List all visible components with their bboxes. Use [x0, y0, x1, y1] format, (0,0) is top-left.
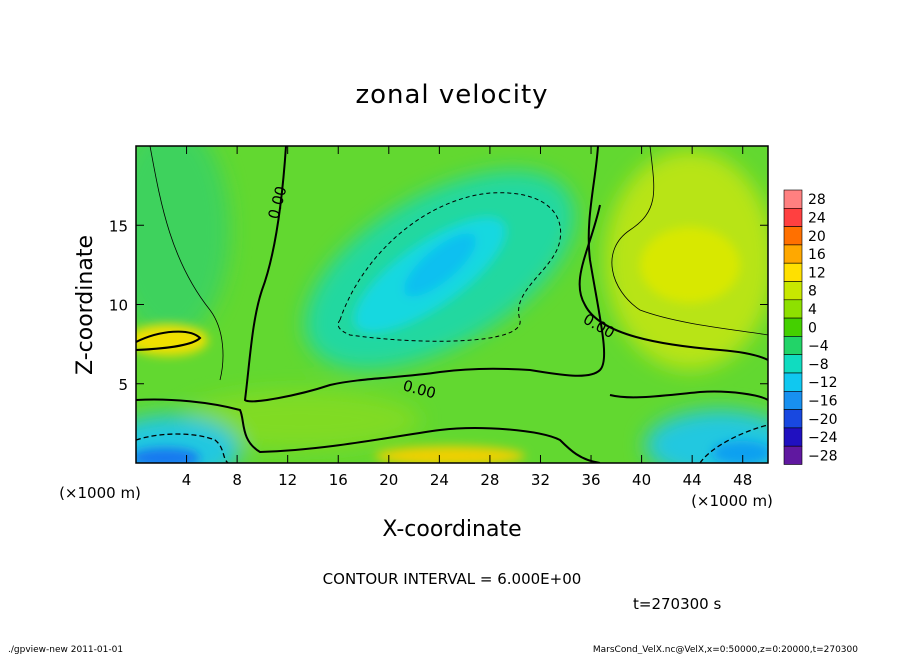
plot-area: 0.00 0.00 0.00: [136, 146, 768, 463]
colorbar-swatch-1: [783, 208, 803, 227]
x-tick-label: 16: [329, 471, 348, 489]
colorbar-label: 4: [808, 302, 817, 318]
x-tick-label: 12: [278, 471, 297, 489]
y-axis-label: Z-coordinate: [73, 235, 98, 375]
x-tick-label: 32: [531, 471, 550, 489]
colorbar-swatch-2: [783, 226, 803, 246]
core-max-right: [640, 227, 740, 303]
colorbar-label: 20: [808, 229, 826, 245]
contour-negative-upper: [337, 192, 562, 342]
colorbar-label: −20: [808, 412, 838, 428]
y-tick-label: 5: [118, 376, 128, 394]
y-tick-label: 10: [109, 297, 128, 315]
x-unit-left: (×1000 m): [59, 484, 141, 502]
core-max-bottom: [375, 446, 525, 463]
region-lower-band: [180, 390, 420, 450]
colorbar-swatch-12: [783, 409, 803, 429]
colorbar-swatch-7: [783, 317, 803, 337]
colorbar-label: 0: [808, 320, 817, 336]
contour-negative-bottom-right: [699, 424, 768, 463]
y-axis-ticks: 5 10 15: [109, 217, 768, 394]
contours: [136, 146, 768, 463]
colorbar-swatch-14: [783, 445, 803, 465]
colorbar-label: −12: [808, 375, 838, 391]
x-tick-label: 36: [581, 471, 600, 489]
zero-contour-left: [243, 146, 606, 403]
y-tick-label: 15: [109, 217, 128, 235]
x-tick-label: 4: [182, 471, 192, 489]
colorbar-swatch-11: [783, 390, 803, 410]
contour-thin-left: [149, 146, 224, 381]
colorbar-swatch-9: [783, 354, 803, 374]
colorbar-label: 12: [808, 265, 826, 281]
colorbar-swatch-10: [783, 372, 803, 392]
footer-right: MarsCond_VelX.nc@VelX,x=0:50000,z=0:2000…: [593, 645, 858, 654]
colorbar-swatch-3: [783, 244, 803, 264]
contour-interval: CONTOUR INTERVAL = 6.000E+00: [323, 570, 582, 588]
x-tick-label: 48: [733, 471, 752, 489]
colorbar-label: 16: [808, 247, 826, 263]
chart-title: zonal velocity: [355, 80, 548, 110]
colorbar: 28 24 20 16 12 8 4 0 −4 −8 −12 −16 −20 −24 −28: [783, 189, 838, 465]
colorbar-label: 8: [808, 284, 817, 300]
core-min-upper-inner: [404, 233, 476, 297]
field-shading-core: [136, 217, 768, 463]
x-tick-label: 28: [480, 471, 499, 489]
contour-left-max: [136, 330, 202, 351]
x-tick-label: 40: [632, 471, 651, 489]
colorbar-label: −4: [808, 339, 829, 355]
zero-contour-bump: [609, 390, 768, 401]
colorbar-swatch-8: [783, 336, 803, 355]
colorbar-label: −16: [808, 393, 838, 409]
footer-left: ./gpview-new 2011-01-01: [8, 645, 123, 654]
colorbar-swatch-0: [783, 189, 803, 209]
colorbar-label: 24: [808, 210, 826, 226]
x-tick-label: 20: [379, 471, 398, 489]
colorbar-label: −24: [808, 430, 838, 446]
colorbar-label: 28: [808, 192, 826, 208]
colorbar-swatch-13: [783, 427, 803, 447]
core-min-bottom-right: [712, 441, 768, 463]
x-axis-ticks: 4 8 12 16 20 24 28 32 36 40 44 48: [182, 146, 752, 489]
colorbar-swatch-5: [783, 281, 803, 301]
contour-thin-right: [611, 146, 768, 336]
zero-contour-lower: [136, 398, 601, 463]
x-unit-right: (×1000 m): [691, 492, 773, 510]
contour-negative-bottom-left: [136, 433, 229, 463]
colorbar-swatch-6: [783, 299, 803, 319]
x-axis-label: X-coordinate: [382, 517, 521, 542]
zero-contour-right: [578, 204, 768, 361]
x-tick-label: 8: [232, 471, 242, 489]
colorbar-label: −8: [808, 357, 829, 373]
colorbar-label: −28: [808, 448, 838, 464]
x-tick-label: 44: [683, 471, 702, 489]
region-weak-negative-left: [136, 146, 230, 340]
x-tick-label: 24: [430, 471, 449, 489]
core-min-bottom-left: [136, 448, 200, 463]
colorbar-swatch-4: [783, 262, 803, 282]
time-label: t=270300 s: [633, 595, 721, 613]
